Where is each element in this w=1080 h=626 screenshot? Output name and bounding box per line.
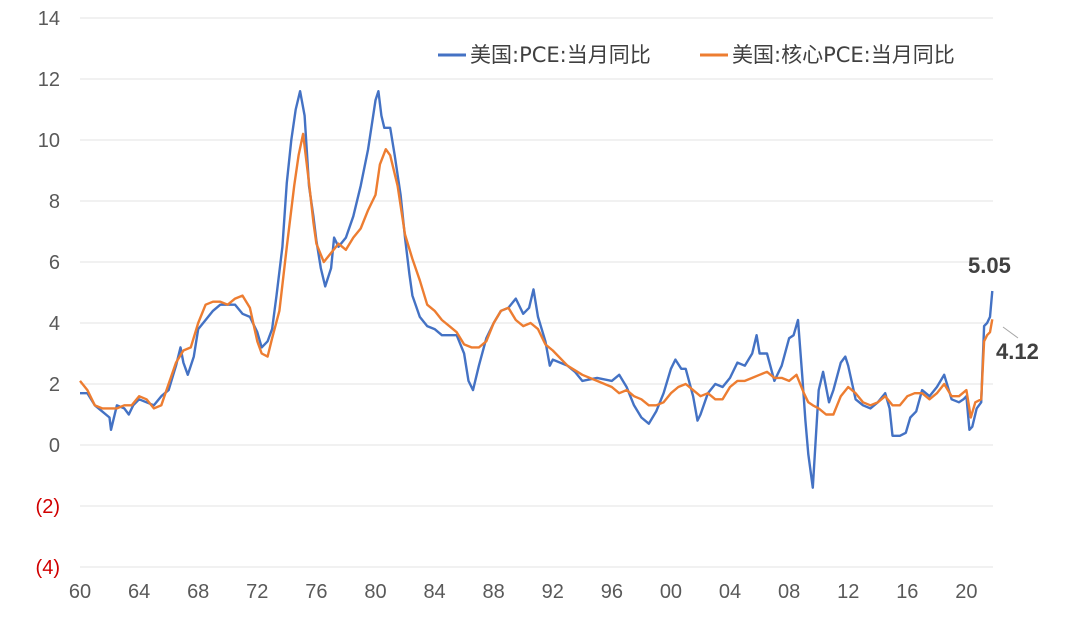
x-tick-label: 04 [719,581,741,603]
y-tick-label: 6 [49,252,60,274]
y-tick-label: 12 [38,69,60,91]
y-tick-label: 8 [49,191,60,213]
x-tick-label: 60 [69,581,91,603]
x-tick-label: 92 [542,581,564,603]
x-tick-label: 68 [187,581,209,603]
legend-label-core-pce: 美国:核心PCE:当月同比 [732,43,955,67]
x-tick-label: 12 [837,581,859,603]
annotation-pce-last-value: 5.05 [968,253,1011,278]
series-lines [79,89,994,489]
y-tick-label: 14 [38,8,60,30]
y-tick-label: (4) [36,557,60,579]
x-tick-label: 84 [423,581,445,603]
annotation-core-pce-last-value: 4.12 [996,339,1039,364]
x-tick-label: 20 [955,581,977,603]
y-tick-label: 0 [49,435,60,457]
x-tick-label: 16 [896,581,918,603]
annotations: 5.05 4.12 [968,253,1039,364]
y-tick-label: (2) [36,496,60,518]
legend-label-pce: 美国:PCE:当月同比 [470,43,651,67]
y-tick-label: 10 [38,130,60,152]
annotation-leader-line [1002,326,1019,339]
gridlines [80,17,993,568]
x-tick-label: 08 [778,581,800,603]
x-tick-label: 72 [246,581,268,603]
y-tick-label: 2 [49,374,60,396]
x-tick-label: 76 [305,581,327,603]
x-tick-label: 80 [364,581,386,603]
legend: 美国:PCE:当月同比 美国:核心PCE:当月同比 [438,43,955,67]
y-axis-ticks: 14 12 10 8 6 4 2 0 (2) (4) [36,8,60,579]
x-tick-label: 88 [483,581,505,603]
series-line-pce [80,89,994,489]
x-axis-ticks: 60 64 68 72 76 80 84 88 92 96 00 04 08 12 16 20 [69,581,978,603]
x-tick-label: 00 [660,581,682,603]
series-line-core-pce [79,132,994,419]
x-tick-label: 96 [601,581,623,603]
y-tick-label: 4 [49,313,60,335]
x-tick-label: 64 [128,581,150,603]
